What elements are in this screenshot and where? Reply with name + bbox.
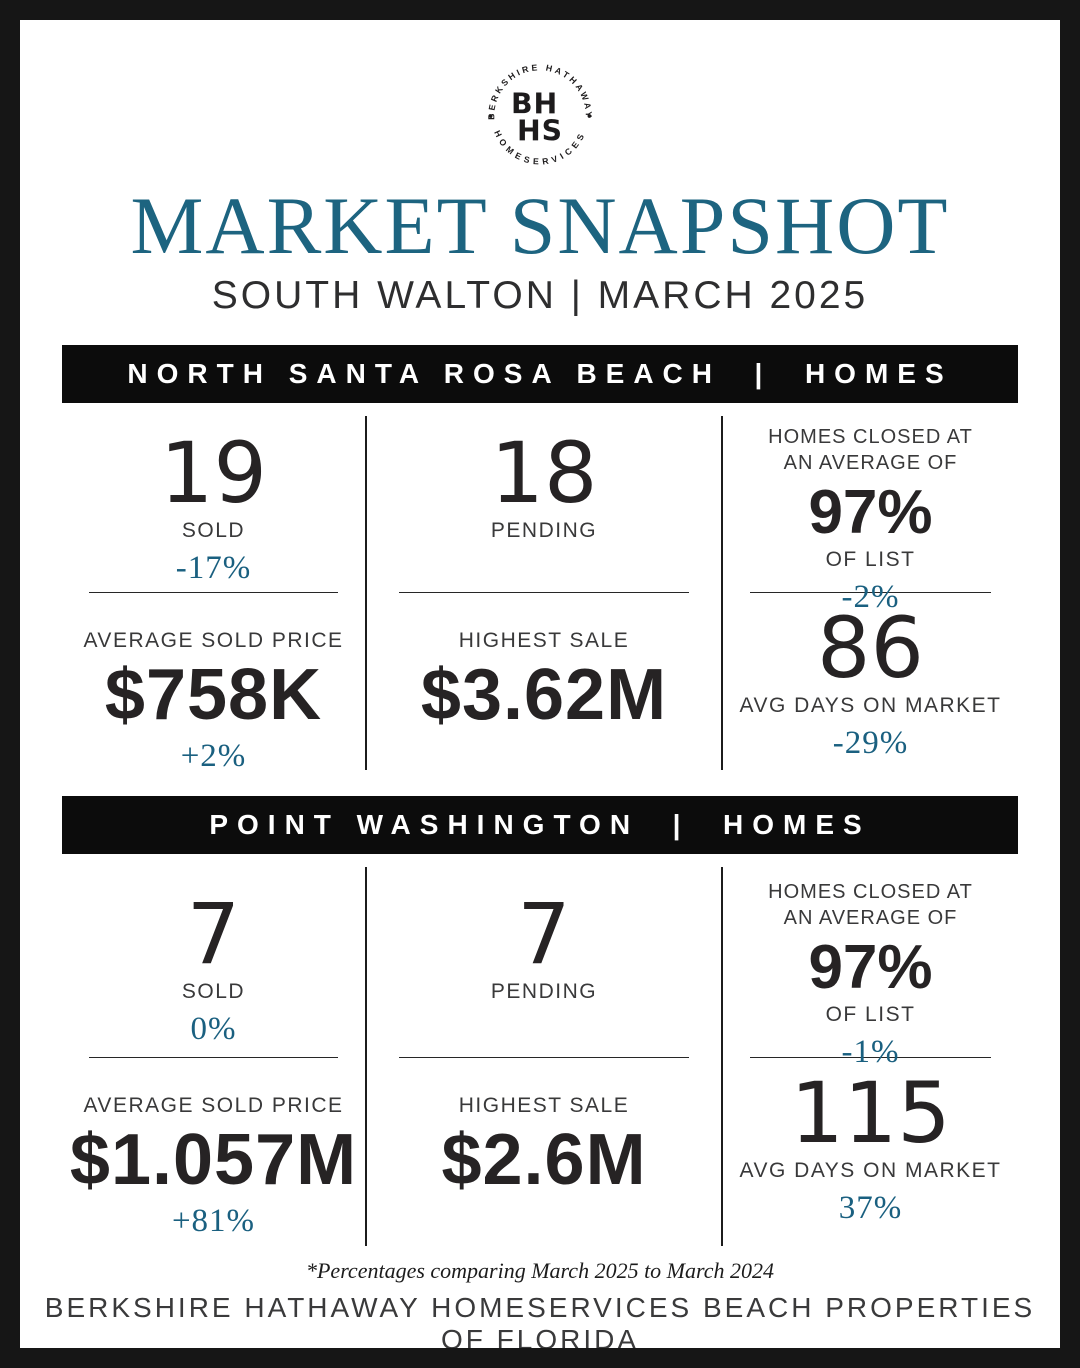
stat-value: $3.62M	[420, 655, 668, 736]
stat-label: OF LIST	[825, 548, 916, 572]
divider	[398, 1057, 690, 1059]
percentages-note: *Percentages comparing March 2025 to Mar…	[305, 1258, 775, 1284]
stat-value: 115	[790, 1064, 951, 1163]
stat-label: HIGHEST SALE	[458, 629, 630, 653]
section-banner: POINT WASHINGTON | HOMES	[62, 796, 1018, 855]
section-point-washington: POINT WASHINGTON | HOMES 7 SOLD 0% AVERA…	[62, 796, 1018, 1247]
stat-highest-sale: HIGHEST SALE $2.6M	[367, 1058, 721, 1246]
stat-change: -2%	[841, 579, 900, 616]
stat-value: 18	[490, 424, 598, 523]
stat-value: 97%	[808, 933, 933, 1003]
stat-value: $1.057M	[69, 1120, 358, 1201]
divider	[398, 592, 690, 594]
stat-value: 86	[817, 599, 924, 698]
stat-sold: 19 SOLD -17%	[62, 416, 365, 592]
stats-column-left: 19 SOLD -17% AVERAGE SOLD PRICE $758K +2…	[62, 416, 365, 774]
company-name: BERKSHIRE HATHAWAY HOMESERVICES BEACH PR…	[44, 1292, 1036, 1348]
stat-change: +2%	[180, 738, 247, 775]
page-subtitle: SOUTH WALTON | MARCH 2025	[211, 273, 869, 317]
stat-avg-days-on-market: 86 AVG DAYS ON MARKET -29%	[723, 593, 1018, 770]
stats-grid: 7 SOLD 0% AVERAGE SOLD PRICE $1.057M +81…	[62, 854, 1018, 1247]
divider	[89, 1057, 338, 1059]
divider	[749, 592, 992, 594]
bhhs-logo: BERKSHIRE HATHAWAY HOMESERVICES BH HS	[486, 62, 592, 167]
stat-value: 7	[186, 885, 241, 984]
stats-column-middle: 18 PENDING HIGHEST SALE $3.62M	[365, 416, 723, 771]
stat-label: AVG DAYS ON MARKET	[739, 1158, 1002, 1182]
stats-column-left: 7 SOLD 0% AVERAGE SOLD PRICE $1.057M +81…	[62, 867, 365, 1246]
section-north-santa-rosa-beach: NORTH SANTA ROSA BEACH | HOMES 19 SOLD -…	[62, 345, 1018, 774]
stat-sold: 7 SOLD 0%	[62, 867, 365, 1057]
stat-change: 0%	[190, 1010, 237, 1047]
stat-label: AVERAGE SOLD PRICE	[83, 629, 344, 653]
stat-prelabel-line1: HOMES CLOSED AT	[768, 881, 973, 904]
stat-prelabel-line2: AN AVERAGE OF	[783, 907, 958, 930]
stat-pending: 18 PENDING	[367, 416, 721, 592]
poster-canvas: BERKSHIRE HATHAWAY HOMESERVICES BH HS MA…	[20, 20, 1060, 1348]
section-banner: NORTH SANTA ROSA BEACH | HOMES	[62, 345, 1018, 404]
logo-left-dot-icon	[488, 114, 493, 118]
stat-label: AVERAGE SOLD PRICE	[83, 1094, 344, 1118]
stat-label: PENDING	[490, 979, 598, 1003]
stat-change: +81%	[171, 1203, 256, 1240]
logo-monogram: BH HS	[511, 87, 569, 147]
stat-change: 37%	[838, 1189, 903, 1226]
stat-prelabel-line2: AN AVERAGE OF	[783, 452, 958, 475]
stat-label: PENDING	[490, 518, 598, 542]
page-title: MARKET SNAPSHOT	[130, 180, 950, 271]
stat-change: -29%	[832, 724, 909, 761]
stat-label: HIGHEST SALE	[458, 1094, 630, 1118]
stats-column-middle: 7 PENDING HIGHEST SALE $2.6M	[365, 867, 723, 1247]
stat-average-sold-price: AVERAGE SOLD PRICE $758K +2%	[62, 593, 365, 774]
stat-value: $2.6M	[441, 1120, 647, 1201]
stat-label: OF LIST	[825, 1003, 916, 1027]
stat-label: SOLD	[181, 979, 246, 1003]
stat-label: AVG DAYS ON MARKET	[739, 693, 1002, 717]
stat-change: -17%	[175, 549, 252, 586]
stat-value: 7	[517, 885, 571, 984]
stat-value: 19	[160, 424, 267, 523]
stat-pending: 7 PENDING	[367, 867, 721, 1057]
stat-avg-days-on-market: 115 AVG DAYS ON MARKET 37%	[723, 1058, 1018, 1246]
stat-value: 97%	[808, 478, 933, 548]
stat-prelabel-line1: HOMES CLOSED AT	[768, 426, 973, 449]
stat-closed-at-percent-of-list: HOMES CLOSED AT AN AVERAGE OF 97% OF LIS…	[723, 416, 1018, 615]
divider	[749, 1057, 992, 1059]
stats-column-right: HOMES CLOSED AT AN AVERAGE OF 97% OF LIS…	[723, 416, 1018, 770]
divider	[89, 592, 338, 594]
stat-highest-sale: HIGHEST SALE $3.62M	[367, 593, 721, 770]
logo-right-dot-icon	[587, 114, 592, 118]
stat-label: SOLD	[181, 518, 246, 542]
stat-closed-at-percent-of-list: HOMES CLOSED AT AN AVERAGE OF 97% OF LIS…	[723, 867, 1018, 1070]
stat-change: -1%	[841, 1034, 900, 1071]
stat-average-sold-price: AVERAGE SOLD PRICE $1.057M +81%	[62, 1058, 365, 1246]
stat-value: $758K	[104, 655, 323, 736]
stats-column-right: HOMES CLOSED AT AN AVERAGE OF 97% OF LIS…	[723, 867, 1018, 1246]
stats-grid: 19 SOLD -17% AVERAGE SOLD PRICE $758K +2…	[62, 403, 1018, 774]
